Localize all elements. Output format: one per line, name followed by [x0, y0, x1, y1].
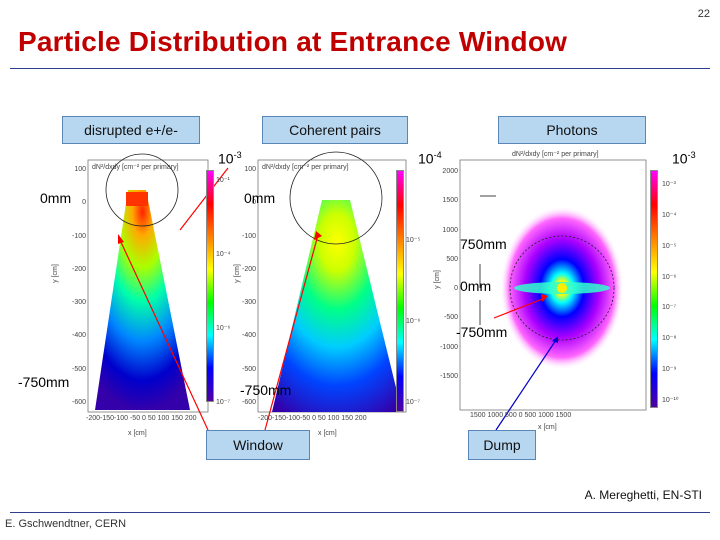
- ytick: -400: [241, 332, 256, 340]
- arrow-zero-right: [493, 297, 546, 319]
- ytick: 0: [454, 285, 458, 293]
- ytick: 2000: [442, 168, 458, 175]
- ytick: -600: [71, 398, 86, 406]
- ytick: -500: [443, 314, 458, 322]
- cbtick: 10⁻⁷: [406, 399, 421, 406]
- cbtick: 10⁻⁹: [662, 366, 677, 374]
- ytick: -200: [71, 265, 86, 273]
- plot2-yticks: 100 0 -100 -200 -300 -400 -500 -600: [232, 166, 256, 406]
- ytick: -300: [241, 299, 256, 307]
- cbtick: 10⁻⁶: [216, 325, 231, 332]
- label-disrupted: disrupted e+/e-: [62, 116, 200, 144]
- cbtick: 10⁻⁶: [406, 318, 421, 325]
- cbtick: 10⁻⁵: [406, 237, 421, 244]
- plot2-distribution: [272, 200, 402, 412]
- cbtick: 10⁻⁷: [662, 304, 677, 312]
- plot1-ylabel: y [cm]: [51, 264, 59, 283]
- plot1-core: [126, 192, 148, 206]
- plot3-ylabel: y [cm]: [433, 270, 441, 289]
- plot1-xticks: -200-150-100 -50 0 50 100 150 200: [86, 415, 197, 422]
- plot3-xticks: 1500 1000 500 0 500 1000 1500: [470, 412, 572, 419]
- cbtick: 10⁻⁴: [216, 251, 231, 258]
- cbtick: 10⁻⁵: [662, 242, 677, 250]
- plus750-right: 750mm: [460, 236, 507, 252]
- page-number: 22: [697, 8, 710, 20]
- plot3-dump-circle: [509, 235, 615, 341]
- arrow-dump: [495, 339, 557, 431]
- ytick: -1000: [440, 343, 458, 351]
- cbtick: 10⁻³: [662, 181, 676, 188]
- ytick: -100: [241, 232, 256, 240]
- label-dump: Dump: [468, 430, 536, 460]
- plot2-xticks: -200-150-100-50 0 50 100 150 200: [258, 415, 367, 422]
- plot1-header: dN²/dxdy [cm⁻² per primary]: [92, 164, 179, 171]
- slide-title: Particle Distribution at Entrance Window: [18, 26, 568, 57]
- ytick: -600: [241, 398, 256, 406]
- plot3-xlabel: x [cm]: [538, 424, 557, 431]
- author-credit: A. Mereghetti, EN-STI: [584, 488, 702, 502]
- ytick: -300: [71, 299, 86, 307]
- plot2-colorbar: [396, 170, 404, 412]
- colorbar1-max: 10-3: [218, 150, 242, 167]
- zero-mid: 0mm: [244, 190, 276, 206]
- plot3-core: [557, 283, 567, 293]
- plot2-ylabel: y [cm]: [233, 264, 241, 283]
- arrow-window-2: [264, 234, 319, 431]
- cbtick: 10⁻⁴: [662, 211, 677, 219]
- minus750-right: -750mm: [456, 324, 508, 340]
- ytick: -500: [71, 365, 86, 373]
- ytick: -400: [71, 332, 86, 340]
- ytick: 0: [252, 199, 256, 207]
- cbtick: 10⁻¹: [216, 177, 230, 184]
- plot3-colorbar: [650, 170, 658, 408]
- footer-rule: [10, 512, 710, 513]
- ytick: 0: [82, 199, 86, 207]
- ytick: -500: [241, 365, 256, 373]
- plot1-xlabel: x [cm]: [128, 430, 147, 437]
- plot1-cbticks: 10⁻¹ 10⁻⁴ 10⁻⁶ 10⁻⁷: [216, 176, 231, 406]
- plot3-yticks: 2000 1500 1000 500 0 -500 -1000 -1500: [430, 168, 458, 380]
- label-photons: Photons: [498, 116, 646, 144]
- cbtick: 10⁻⁸: [662, 335, 677, 343]
- label-window: Window: [206, 430, 310, 460]
- zero-left: 0mm: [40, 190, 72, 206]
- plot1-yticks: 100 0 -100 -200 -300 -400 -500 -600: [58, 166, 86, 406]
- ytick: -100: [71, 232, 86, 240]
- plot2-header: dN²/dxdy [cm⁻² per primary]: [262, 164, 349, 171]
- ytick: 1500: [442, 197, 458, 205]
- colorbar2-max: 10-4: [418, 150, 442, 167]
- ytick: -1500: [440, 372, 458, 380]
- cbtick: 10⁻⁶: [662, 273, 677, 281]
- minus750-mid: -750mm: [240, 382, 292, 398]
- ytick: 1000: [442, 226, 458, 234]
- ytick: 100: [244, 166, 256, 173]
- arrow-window-1: [119, 239, 209, 431]
- colorbar3-max: 10-3: [672, 150, 696, 167]
- ytick: -200: [241, 265, 256, 273]
- minus750-left: -750mm: [18, 374, 70, 390]
- label-coherent-pairs: Coherent pairs: [262, 116, 408, 144]
- plot3-cbticks: 10⁻³ 10⁻⁴ 10⁻⁵ 10⁻⁶ 10⁻⁷ 10⁻⁸ 10⁻⁹ 10⁻¹⁰: [662, 180, 679, 404]
- plot2-cbticks: 10⁻⁵ 10⁻⁶ 10⁻⁷: [406, 236, 420, 406]
- plot1-distribution: [95, 190, 190, 410]
- arrow-cb1: [179, 167, 229, 231]
- cbtick: 10⁻⁷: [216, 399, 231, 406]
- plot3-header: dN²/dxdy [cm⁻² per primary]: [512, 151, 599, 158]
- cbtick: 10⁻¹⁰: [662, 396, 679, 404]
- footer-text: E. Gschwendtner, CERN: [5, 518, 127, 530]
- ytick: 100: [74, 166, 86, 173]
- ytick: 500: [446, 255, 458, 263]
- plot2-xlabel: x [cm]: [318, 430, 337, 437]
- plot1-window-circle: [105, 153, 179, 227]
- title-rule: [10, 68, 710, 69]
- plot2-window-circle: [289, 151, 383, 245]
- plot1-colorbar: [206, 170, 214, 402]
- zero-right: 0mm: [460, 278, 492, 294]
